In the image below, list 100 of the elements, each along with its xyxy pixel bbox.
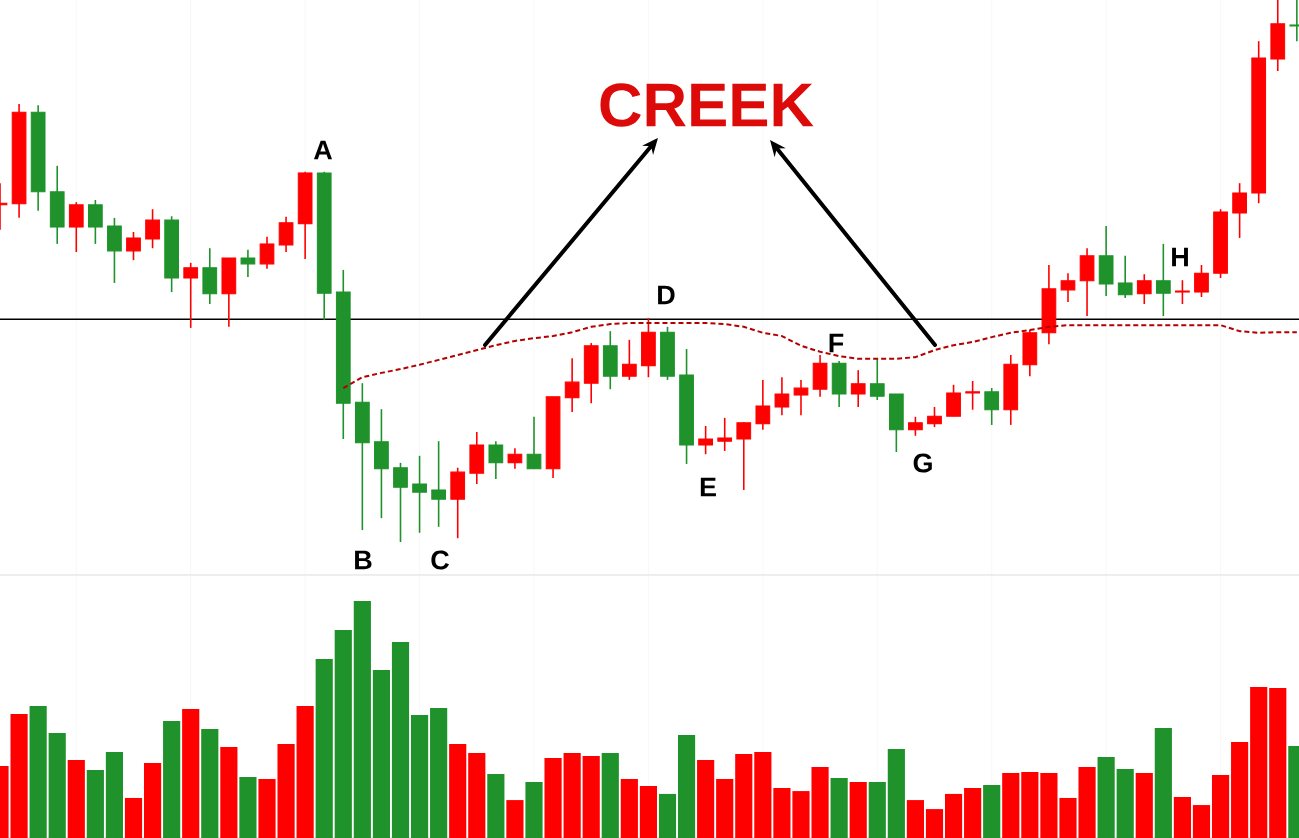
candlestick — [126, 231, 141, 261]
bar — [773, 787, 791, 838]
bar — [944, 793, 963, 838]
candlestick — [946, 384, 961, 418]
bar — [430, 707, 448, 838]
bar — [239, 777, 257, 838]
bar — [391, 642, 410, 838]
candlestick — [736, 421, 752, 491]
bar — [887, 748, 905, 838]
bar — [353, 601, 371, 838]
annotation: H — [1172, 247, 1188, 267]
bar — [29, 705, 47, 838]
candlestick — [488, 440, 504, 480]
bar — [1231, 742, 1249, 838]
candlestick — [869, 357, 885, 401]
bar — [1002, 773, 1020, 838]
candlestick — [278, 215, 294, 253]
bar — [410, 714, 429, 838]
annotation: G — [913, 453, 932, 473]
bar — [582, 756, 600, 838]
bar — [1116, 769, 1134, 838]
bar — [925, 809, 944, 838]
candlestick — [240, 249, 256, 278]
candlestick — [1060, 272, 1076, 303]
bar — [658, 793, 677, 838]
annotation: E — [700, 477, 716, 497]
text: B — [355, 550, 372, 570]
annotation: F — [829, 333, 844, 353]
bar — [1192, 805, 1211, 838]
bar — [1097, 756, 1115, 838]
bar — [544, 757, 562, 838]
candlestick — [1232, 182, 1247, 239]
bar — [735, 754, 753, 838]
bar — [525, 782, 543, 838]
candlestick — [1136, 273, 1152, 305]
bar — [906, 800, 924, 838]
candlestick — [698, 425, 713, 455]
bar — [620, 778, 638, 838]
candlestick — [393, 462, 408, 543]
candlestick — [793, 379, 809, 416]
candlestick — [1175, 279, 1190, 305]
bar — [468, 752, 486, 838]
bar — [1135, 773, 1153, 838]
bar — [296, 705, 314, 838]
bar — [983, 784, 1001, 838]
candlestick — [621, 339, 637, 381]
bar — [639, 786, 657, 838]
bar — [1211, 774, 1230, 838]
candlestick — [507, 447, 523, 470]
candlestick — [965, 380, 980, 411]
bar — [201, 728, 219, 838]
bar — [143, 763, 162, 838]
annotation: D — [658, 285, 675, 305]
annotation: CREEK — [600, 83, 814, 127]
candlestick — [774, 376, 790, 416]
bar — [163, 720, 181, 838]
candlestick — [850, 369, 866, 408]
bar — [849, 782, 867, 838]
annotation: A — [313, 140, 333, 160]
candlestick — [1194, 264, 1209, 298]
candlestick — [1117, 255, 1133, 299]
bar — [697, 760, 715, 838]
candlestick — [755, 379, 771, 431]
candlestick — [431, 440, 446, 528]
bar — [1173, 797, 1191, 838]
candlestick — [1155, 243, 1171, 317]
candlestick — [526, 415, 542, 470]
bar — [182, 709, 200, 838]
bar — [67, 760, 85, 838]
candlestick — [412, 455, 427, 534]
candlestick — [717, 417, 733, 452]
bar — [1040, 773, 1058, 838]
bar — [220, 746, 238, 838]
candlestick — [564, 357, 580, 413]
candlestick — [87, 199, 103, 245]
bar — [449, 743, 467, 838]
bar — [677, 734, 696, 838]
bar — [1021, 772, 1039, 838]
bar — [601, 752, 619, 838]
candlestick — [908, 415, 923, 437]
bar — [506, 800, 524, 838]
candlestick — [183, 262, 199, 329]
bar — [48, 733, 66, 838]
bar — [754, 751, 772, 838]
bar — [86, 769, 104, 838]
bar — [487, 774, 505, 838]
bar — [1250, 687, 1268, 838]
bar — [124, 797, 143, 838]
bar — [830, 778, 848, 838]
bar — [716, 778, 734, 838]
bar — [1154, 728, 1172, 838]
text: C — [431, 550, 449, 570]
bar — [372, 669, 391, 838]
bar — [563, 752, 581, 838]
bar — [105, 751, 124, 838]
bar — [964, 787, 982, 838]
candlestick — [984, 387, 1000, 426]
bar — [868, 782, 886, 838]
candlestick — [68, 201, 84, 253]
bar — [315, 659, 333, 838]
